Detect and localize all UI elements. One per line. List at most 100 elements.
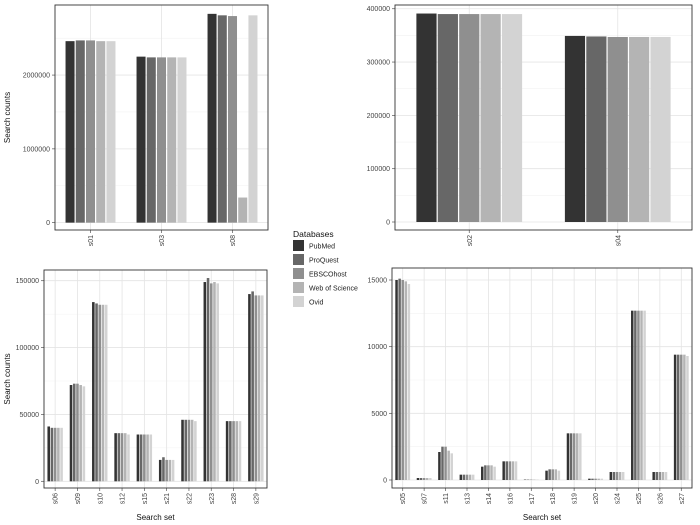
bar-s06-ovid [60,427,63,482]
bar-s10-web-of-science [101,304,105,482]
bar-s12-ebscohost [120,433,124,482]
bar-s20-ovid [600,478,603,480]
bar-s18-web-of-science [554,469,558,480]
legend-label: PubMed [309,244,335,251]
bar-s14-pubmed [481,466,484,480]
bar-s07-proquest [419,478,423,480]
bar-s10-ebscohost [98,304,102,482]
bar-s13-proquest [462,474,466,480]
y-axis-title: Search counts [3,92,12,143]
y-axis-title: Search counts [3,353,12,404]
bar-s28-proquest [229,421,232,482]
plot-border [394,4,693,231]
bar-s13-pubmed [459,474,463,480]
x-tick-label: s22 [186,493,193,504]
bar-s11-proquest [441,446,444,480]
x-tick-label: s18 [550,493,557,504]
x-tick-label: s02 [467,235,474,246]
x-axis-title: Search set [136,513,175,522]
plot-background [392,268,692,488]
bar-s13-web-of-science [468,474,472,480]
bar-s16-proquest [505,461,509,480]
bar-s22-ebscohost [187,419,191,482]
bar-s04-pubmed [564,35,586,223]
bar-s10-ovid [104,304,108,482]
bar-s07-ovid [429,478,432,480]
legend: Databases PubMed ProQuest EBSCOhost Web of … [293,229,358,307]
x-tick-label: s17 [529,493,536,504]
bar-s24-web-of-science [618,472,622,480]
bar-s23-pubmed [203,282,207,482]
bar-s23-ebscohost [209,283,213,482]
bar-s21-web-of-science [168,459,172,482]
bar-s27-proquest [676,354,680,480]
legend-title: Databases [293,229,334,239]
x-tick-label: s12 [120,493,127,504]
bar-s29-web-of-science [257,295,261,482]
bar-s25-web-of-science [640,310,643,480]
bar-s20-ebscohost [594,478,597,480]
bar-s05-web-of-science [404,281,408,480]
bar-s24-ebscohost [615,472,619,480]
bar-s09-web-of-science [79,385,82,482]
bar-s24-pubmed [609,472,613,480]
x-tick-label: s09 [75,493,82,504]
bar-s16-ebscohost [508,461,512,480]
bar-s25-pubmed [631,310,634,480]
bar-s22-pubmed [181,419,184,482]
x-tick-label: s23 [209,493,216,504]
bar-s26-web-of-science [661,472,665,480]
bar-s13-ebscohost [465,474,469,480]
bar-s06-web-of-science [57,427,60,482]
legend-key-web-of-science [293,282,304,293]
bar-s24-ovid [621,472,625,480]
bar-s11-ovid [450,453,453,480]
x-tick-label: s29 [253,493,260,504]
bar-s18-ebscohost [551,469,554,480]
bar-s03-proquest [146,57,156,223]
bar-s01-ebscohost [85,40,96,223]
bar-s05-pubmed [395,280,398,480]
bar-s01-pubmed [65,41,75,223]
x-tick-label: s06 [53,493,60,504]
x-axis-title: Search set [523,513,562,522]
bar-s09-ebscohost [76,383,79,482]
plot-border [43,269,268,489]
x-tick-label: s26 [657,493,664,504]
y-tick-label: 0 [383,478,387,485]
bar-s29-ovid [260,295,264,482]
bar-s19-ovid [579,433,582,480]
bar-s26-pubmed [652,472,655,480]
bar-s20-web-of-science [597,478,600,480]
y-tick-label: 1000000 [23,146,50,153]
legend-label: EBSCOhost [309,272,347,279]
x-tick-label: s20 [593,493,600,504]
bar-s03-ovid [177,57,187,223]
bar-s22-proquest [184,419,188,482]
bar-s15-ebscohost [143,434,146,482]
bar-s25-ebscohost [637,310,640,480]
bar-s10-proquest [95,303,98,482]
bar-s28-ovid [238,421,242,482]
bar-s29-proquest [251,291,254,482]
legend-label: Ovid [309,300,324,307]
bar-s16-pubmed [502,461,505,480]
bar-s01-ovid [106,41,116,223]
bar-s02-ovid [501,14,523,223]
bar-s23-ovid [216,283,219,482]
bar-s19-ebscohost [572,433,576,480]
bar-s04-web-of-science [629,36,650,223]
bar-s11-pubmed [438,452,441,480]
bar-s05-proquest [398,278,401,480]
x-tick-label: s28 [231,493,238,504]
plot-border [391,267,693,489]
bar-s19-proquest [569,433,573,480]
bar-s21-ovid [171,459,175,482]
x-tick-label: s27 [679,493,686,504]
bar-s27-web-of-science [683,354,686,480]
x-tick-label: s11 [443,493,450,504]
x-tick-label: s08 [230,235,237,246]
bar-s13-ovid [471,474,475,480]
x-tick-label: s10 [97,493,104,504]
bar-s11-ebscohost [444,446,447,480]
